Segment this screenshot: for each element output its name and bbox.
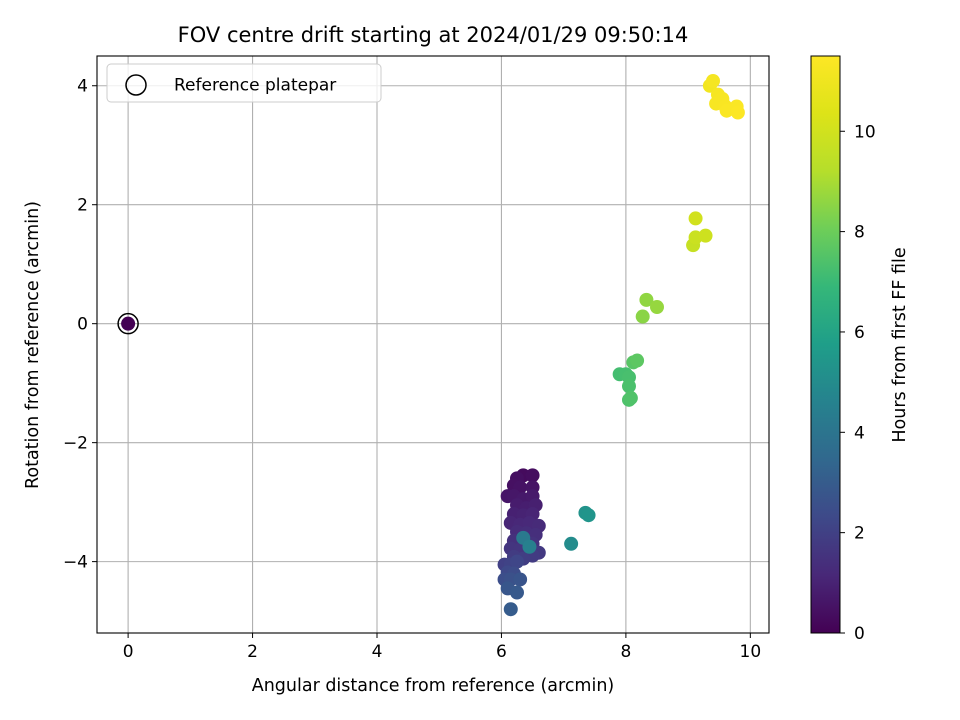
colorbar-tick-label: 4	[854, 423, 865, 443]
data-point	[581, 508, 596, 523]
colorbar-tick-label: 8	[854, 223, 865, 243]
legend-box	[106, 63, 382, 103]
x-tick-label: 2	[247, 642, 258, 662]
y-axis-ticks: −4 −2 0 2 4	[63, 77, 97, 573]
data-point	[630, 353, 645, 368]
x-axis-label: Angular distance from reference (arcmin)	[252, 676, 615, 696]
y-tick-label: 2	[77, 196, 88, 216]
reference-platepar-marker	[117, 312, 139, 335]
colorbar-gradient	[810, 55, 841, 634]
data-point	[706, 73, 720, 88]
data-point	[635, 309, 650, 324]
colorbar-label: Hours from first FF file	[890, 247, 910, 442]
chart-title: FOV centre drift starting at 2024/01/29 …	[178, 23, 689, 47]
x-tick-label: 0	[123, 642, 134, 662]
data-point	[522, 539, 537, 554]
colorbar-tick-label: 6	[854, 323, 865, 343]
x-tick-label: 4	[372, 642, 383, 662]
x-tick-label: 6	[496, 642, 507, 662]
x-axis-ticks: 0 2 4 6 8 10	[123, 633, 761, 662]
colorbar-ticks: 0 2 4 6 8 10	[840, 122, 876, 644]
data-point	[121, 316, 136, 331]
y-tick-label: −4	[63, 553, 88, 573]
y-axis-label: Rotation from reference (arcmin)	[23, 201, 43, 489]
x-tick-label: 8	[620, 642, 631, 662]
colorbar-tick-label: 2	[854, 524, 865, 544]
data-point	[510, 585, 524, 600]
data-point	[503, 602, 518, 617]
data-point	[688, 211, 703, 226]
data-points	[117, 73, 745, 617]
x-tick-label: 10	[740, 642, 762, 662]
legend-entry-reference-platepar: Reference platepar	[174, 76, 336, 96]
y-tick-label: 4	[77, 77, 88, 97]
plot-frame	[96, 55, 770, 634]
data-point	[650, 300, 664, 315]
data-point	[623, 391, 638, 406]
grid	[97, 56, 769, 633]
y-tick-label: −2	[63, 434, 88, 454]
data-point	[525, 468, 540, 483]
data-point	[513, 572, 528, 587]
data-point	[639, 292, 654, 307]
legend: Reference platepar	[106, 63, 382, 103]
data-point	[622, 379, 636, 394]
colorbar-tick-label: 10	[854, 122, 876, 142]
colorbar-tick-label: 0	[854, 624, 865, 644]
data-point	[698, 228, 713, 243]
legend-marker-reference	[125, 74, 147, 96]
colorbar: 0 2 4 6 8 10 Hours from first FF file	[810, 55, 910, 644]
data-point	[730, 105, 745, 120]
data-point	[564, 536, 579, 551]
data-point	[510, 554, 524, 569]
y-tick-label: 0	[77, 315, 88, 335]
